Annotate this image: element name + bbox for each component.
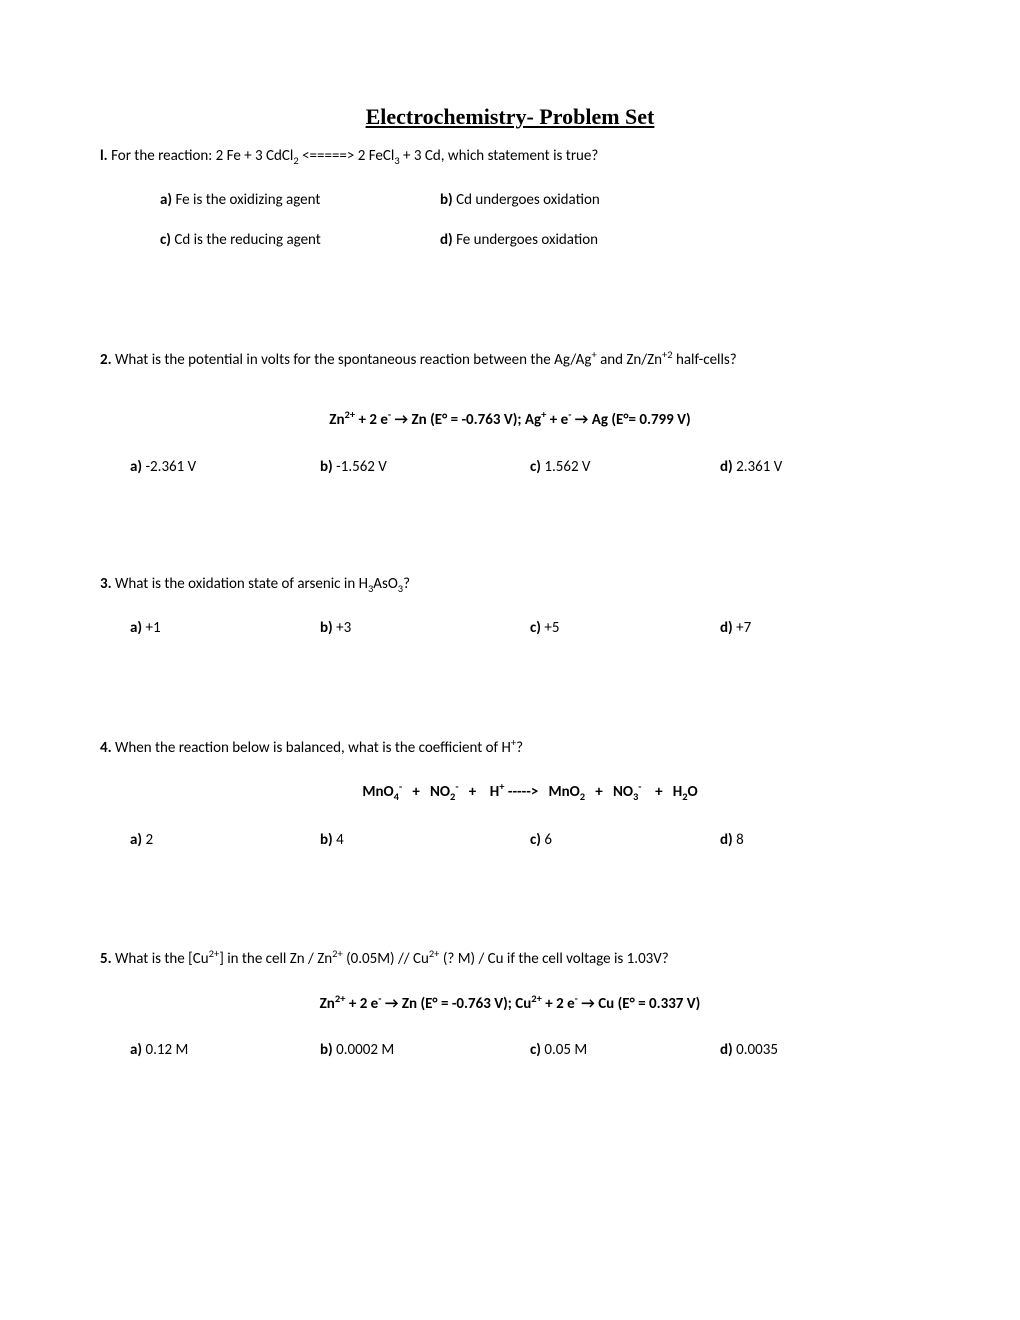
option-3c: c) +5 (530, 617, 720, 640)
option-5a: a) 0.12 M (130, 1039, 320, 1062)
option-4c: c) 6 (530, 829, 720, 852)
option-5b: b) 0.0002 M (320, 1039, 530, 1062)
question-3-options: a) +1 b) +3 c) +5 d) +7 (100, 617, 920, 640)
question-1-num: l. (100, 147, 108, 165)
question-5-options: a) 0.12 M b) 0.0002 M c) 0.05 M d) 0.003… (100, 1039, 920, 1062)
question-1-text: l. For the reaction: 2 Fe + 3 CdCl2 <===… (100, 145, 920, 169)
option-5c: c) 0.05 M (530, 1039, 720, 1062)
option-4d: d) 8 (720, 829, 744, 852)
question-2-options: a) -2.361 V b) -1.562 V c) 1.562 V d) 2.… (100, 456, 920, 479)
question-4-options: a) 2 b) 4 c) 6 d) 8 (100, 829, 920, 852)
option-1c: c) Cd is the reducing agent (160, 229, 440, 252)
page-content: Electrochemistry- Problem Set l. For the… (0, 0, 1020, 1152)
question-2: 2. What is the potential in volts for th… (100, 342, 920, 479)
question-4-equation: MnO4- + NO2- + H+ -----> MnO2 + NO3- + H… (100, 779, 920, 805)
question-5-num: 5. (100, 950, 112, 968)
option-1d: d) Fe undergoes oxidation (440, 229, 598, 252)
option-2c: c) 1.562 V (530, 456, 720, 479)
question-5-equation: Zn2+ + 2 e- → Zn (E° = -0.763 V); Cu2+ +… (100, 991, 920, 1016)
option-2b: b) -1.562 V (320, 456, 530, 479)
option-3a: a) +1 (130, 617, 320, 640)
option-2a: a) -2.361 V (130, 456, 320, 479)
option-1b: b) Cd undergoes oxidation (440, 189, 600, 212)
question-2-text: 2. What is the potential in volts for th… (100, 342, 920, 380)
option-3b: b) +3 (320, 617, 530, 640)
question-1: l. For the reaction: 2 Fe + 3 CdCl2 <===… (100, 145, 920, 252)
question-3-num: 3. (100, 575, 112, 593)
question-2-equation: Zn2+ + 2 e- → Zn (E° = -0.763 V); Ag+ + … (100, 407, 920, 432)
question-4-text: 4. When the reaction below is balanced, … (100, 735, 920, 760)
question-5: 5. What is the [Cu2+] in the cell Zn / Z… (100, 946, 920, 1062)
option-2d: d) 2.361 V (720, 456, 782, 479)
question-5-text: 5. What is the [Cu2+] in the cell Zn / Z… (100, 946, 920, 971)
question-3: 3. What is the oxidation state of arseni… (100, 573, 920, 639)
option-1a: a) Fe is the oxidizing agent (160, 189, 440, 212)
question-3-text: 3. What is the oxidation state of arseni… (100, 573, 920, 597)
option-4a: a) 2 (130, 829, 320, 852)
question-4: 4. When the reaction below is balanced, … (100, 735, 920, 852)
question-4-num: 4. (100, 739, 112, 757)
question-1-options: a) Fe is the oxidizing agent b) Cd under… (100, 189, 920, 252)
option-4b: b) 4 (320, 829, 530, 852)
option-5d: d) 0.0035 (720, 1039, 778, 1062)
page-title: Electrochemistry- Problem Set (100, 100, 920, 133)
question-2-num: 2. (100, 351, 112, 369)
option-3d: d) +7 (720, 617, 751, 640)
